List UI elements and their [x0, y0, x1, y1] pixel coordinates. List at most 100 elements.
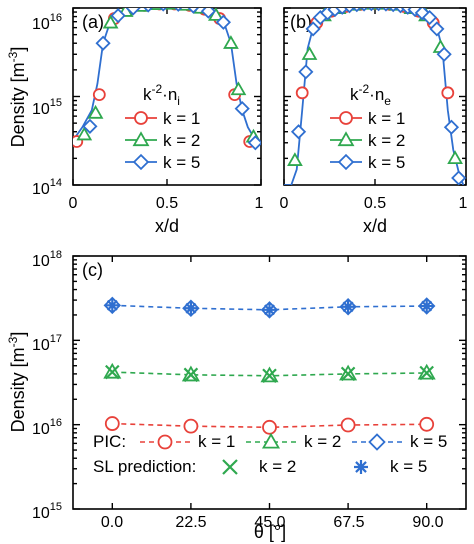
plot-b-series-3-point-20: [436, 46, 452, 62]
panel-c-legend-sl-k5: k = 5: [390, 457, 427, 476]
panel-b-xtick-0: 0: [280, 195, 289, 212]
plot-b-series-1-point-0: [295, 86, 309, 100]
plot-b-data-area: [284, 8, 466, 185]
panel-a-plot: [72, 7, 262, 186]
panel-c-legend-sl-k2: k = 2: [259, 457, 296, 476]
panel-c-xtick-90: 90.0: [412, 514, 443, 531]
plot-c-series-4-point-1: [183, 367, 199, 383]
panel-a: (a) Density [m-3] x/d 1016 1015 1014 0 0…: [6, 7, 264, 236]
panel-c-y-label: Density [m-3]: [6, 332, 28, 433]
panel-c-x-label: θ [°]: [254, 522, 286, 542]
panel-b-xtick-0.5: 0.5: [364, 195, 386, 212]
plot-c-series-1-point-3: [340, 417, 356, 433]
panel-c: (c) Density [m-3] θ [°] 1018 1017 1016 1…: [6, 249, 467, 542]
plot-c-legend-sl-marker-1: [222, 459, 238, 475]
plot-b-legend-marker-2: [337, 131, 355, 147]
plot-a-series-3-point-6: [174, 8, 183, 12]
panel-c-ytick-15: 1015: [32, 501, 62, 522]
panel-c-xtick-0: 0.0: [101, 514, 123, 531]
plot-b-legend-marker-3: [337, 153, 355, 171]
panel-c-legend-pic-k2: k = 2: [304, 432, 341, 451]
plot-b-series-3-point-6: [335, 8, 350, 15]
panel-c-label: (c): [82, 260, 103, 280]
plot-b-series-3-point-0: [290, 124, 307, 140]
panel-a-legend-k5: k = 5: [163, 153, 200, 172]
panel-c-legend-pic-label: PIC:: [93, 432, 126, 451]
plot-c-series-1-point-1: [183, 418, 199, 434]
plot-b-series-1-point-10: [441, 86, 455, 100]
panel-a-xtick-1: 1: [255, 195, 264, 212]
panel-a-y-label: Density [m-3]: [6, 47, 28, 148]
panel-a-ytick-14: 1014: [32, 177, 62, 198]
plot-a-legend-marker-1: [134, 111, 148, 125]
plot-b-series-3-point-19: [429, 21, 445, 37]
plot-a-series-3-point-1: [95, 35, 111, 51]
plot-a-series-2-point-10: [223, 35, 239, 49]
panel-c-xtick-67.5: 67.5: [333, 514, 364, 531]
plot-a-series-3-point-5: [159, 8, 167, 12]
plot-c-series-1-point-4: [419, 416, 435, 432]
plot-a-series-3-point-0: [82, 118, 98, 134]
panel-b-annotation: k-2·ne: [350, 82, 391, 108]
plot-a-data-area: [73, 8, 261, 151]
plot-b-series-2-point-0: [287, 152, 303, 166]
plot-c-series-5-point-2: [263, 303, 276, 317]
plot-b-series-2-point-11: [447, 150, 463, 165]
plot-b-series-3-point-10: [368, 8, 375, 12]
plot-a-series-3-point-7: [187, 8, 200, 14]
panel-b-xtick-1: 1: [459, 195, 468, 212]
panel-a-x-label: x/d: [155, 216, 179, 236]
panel-b-plot: [283, 7, 467, 186]
panel-c-ytick-16: 1016: [32, 417, 62, 438]
plot-a-series-3-point-3: [125, 8, 141, 16]
panel-b-legend-k5: k = 5: [368, 153, 405, 172]
panel-a-label: (a): [82, 12, 104, 32]
panel-c-ytick-17: 1017: [32, 333, 62, 354]
plot-c-legend-pic-marker-3: [368, 433, 386, 451]
plot-b-series-3-point-13: [388, 8, 398, 13]
panel-b: (b) x/d 0 0.5 1 k-2·ne k = 1 k = 2 k = 5: [280, 7, 468, 236]
plot-c-series-5-point-3: [341, 300, 355, 314]
plot-a-series-3-point-8: [200, 8, 216, 19]
plot-c-series-5-point-0: [105, 298, 119, 312]
panel-a-annotation: k-2·ni: [143, 82, 180, 108]
plot-b-series-3-point-8: [352, 8, 362, 13]
plot-a-series-3-point-9: [215, 14, 231, 30]
plot-b-series-3-point-18: [422, 9, 438, 26]
plot-c-series-4-point-0: [105, 364, 120, 380]
panel-c-xtick-45: 45.0: [254, 514, 285, 531]
plot-c-series-4-point-3: [340, 366, 356, 382]
plot-a-series-3-point-10: [234, 100, 250, 117]
panel-b-legend-k2: k = 2: [368, 131, 405, 150]
plot-a-series-3-point-2: [110, 8, 126, 24]
plot-b-series-2-point-1: [301, 46, 318, 60]
panel-a-legend-k2: k = 2: [163, 131, 200, 150]
plot-a-series-2-point-2: [102, 14, 119, 29]
plot-b-series-3-point-21: [443, 119, 460, 135]
panel-a-xtick-0: 0: [69, 195, 78, 212]
plot-a-legend-marker-3: [132, 153, 150, 171]
plot-b-series-3-point-2: [305, 21, 321, 37]
panel-c-ytick-18: 1018: [32, 249, 62, 270]
plot-c-legend-pic-marker-1: [157, 434, 173, 450]
panel-c-legend-pic-k1: k = 1: [198, 432, 235, 451]
plot-a-series-3-point-11: [247, 135, 261, 151]
plot-a-series-2-point-1: [87, 104, 104, 119]
plot-c-series-4-point-2: [262, 368, 277, 384]
plot-c-series-1-point-0: [104, 416, 120, 431]
panel-a-xtick-0.5: 0.5: [156, 195, 178, 212]
plot-a-legend-marker-2: [132, 131, 150, 147]
plot-c-series-4-point-4: [419, 365, 434, 381]
plot-b-series-3-point-12: [382, 8, 390, 12]
plot-c-series-5-point-1: [184, 301, 198, 315]
plot-a-series-1-point-1: [92, 88, 106, 102]
plot-c-series-1-point-2: [262, 419, 277, 435]
panel-b-x-label: x/d: [363, 216, 387, 236]
panel-a-ytick-15: 1015: [32, 97, 62, 118]
panel-c-xtick-22.5: 22.5: [175, 514, 206, 531]
plot-b-series-3-point-9: [360, 8, 368, 12]
plot-b-series-3-point-11: [375, 8, 382, 12]
plot-b-series-3-point-7: [344, 8, 355, 14]
panel-c-plot: [73, 255, 466, 510]
